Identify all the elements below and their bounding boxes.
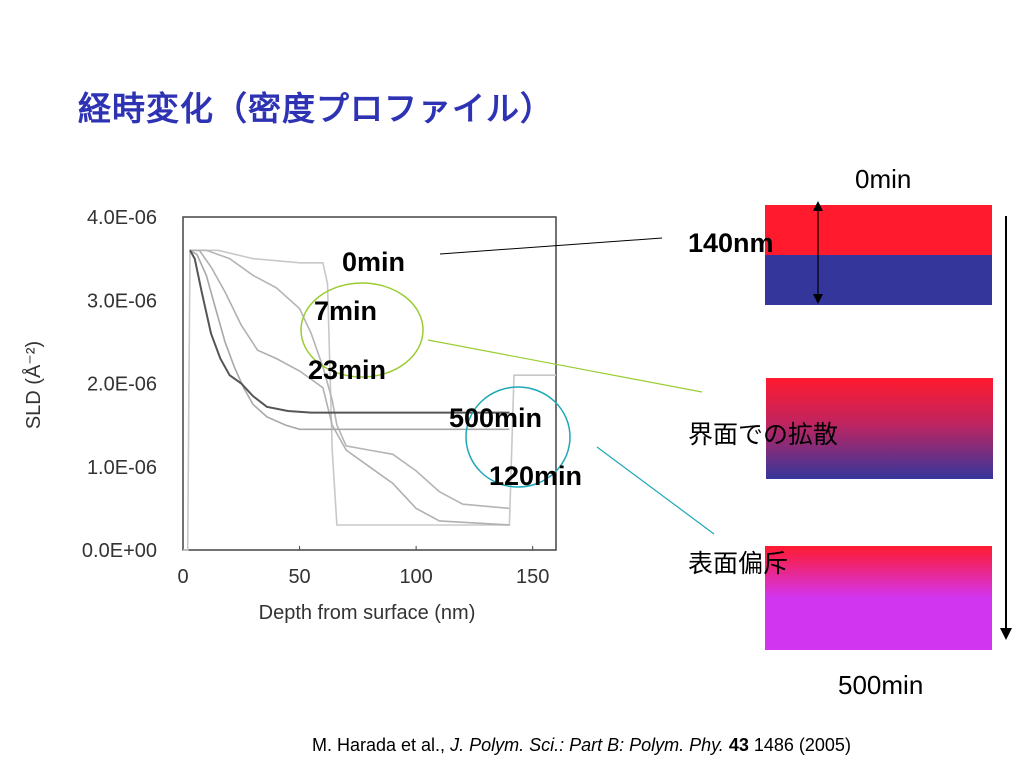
y-axis-title: SLD (Å⁻²) [22,341,45,429]
connector-0min [439,237,663,255]
series-line-7min [190,249,510,510]
y-tick-label: 4.0E-06 [87,207,157,229]
layer-bottom-0min [765,255,992,305]
label-0min: 0min [342,247,405,277]
x-tick-label: 50 [288,566,310,588]
y-axis: 0.0E+00 1.0E-06 2.0E-06 3.0E-06 4.0E-06 [82,207,157,562]
slide-title: 経時変化（密度プロファイル） [78,89,554,128]
citation-volume: 43 [728,735,749,755]
interface-diffusion-label: 界面での拡散 [688,420,838,449]
x-axis-title: Depth from surface (nm) [259,602,476,624]
series-line-120min [189,249,510,431]
layer-interface-diffusion [766,378,993,479]
x-tick-label: 150 [516,566,549,588]
y-tick-label: 3.0E-06 [87,290,157,312]
layer-surface-segregation [765,546,992,650]
right-top-label: 0min [855,164,911,194]
label-500min: 500min [449,403,542,433]
thickness-label: 140nm [688,228,774,258]
y-tick-label: 1.0E-06 [87,457,157,479]
y-tick-label: 2.0E-06 [87,374,157,396]
citation-rest: 1486 (2005) [748,735,851,755]
label-7min: 7min [314,296,377,326]
surface-segregation-label: 表面偏斥 [688,549,788,578]
series-line-23min [190,249,510,526]
y-tick-label: 0.0E+00 [82,540,157,562]
connector-surface [596,446,715,535]
citation: M. Harada et al., J. Polym. Sci.: Part B… [312,735,851,756]
layer-top-0min [765,205,992,255]
series-line-500min [189,249,510,414]
plot-frame [182,216,557,551]
right-bottom-label: 500min [838,670,923,700]
x-tick-label: 0 [177,566,188,588]
citation-journal: J. Polym. Sci.: Part B: Polym. Phy. [450,735,724,755]
label-120min: 120min [489,461,582,491]
thickness-arrow-head-down [813,294,823,304]
interface-circle [300,282,424,378]
citation-authors: M. Harada et al., [312,735,451,755]
thickness-arrow-head-up [813,201,823,211]
x-tick-label: 100 [399,566,432,588]
x-axis: 0 50 100 150 [177,546,549,588]
time-arrow-head [1000,628,1012,640]
series-lines [183,249,556,551]
label-23min: 23min [308,355,386,385]
surface-circle [465,386,571,488]
connector-interface [427,339,703,393]
